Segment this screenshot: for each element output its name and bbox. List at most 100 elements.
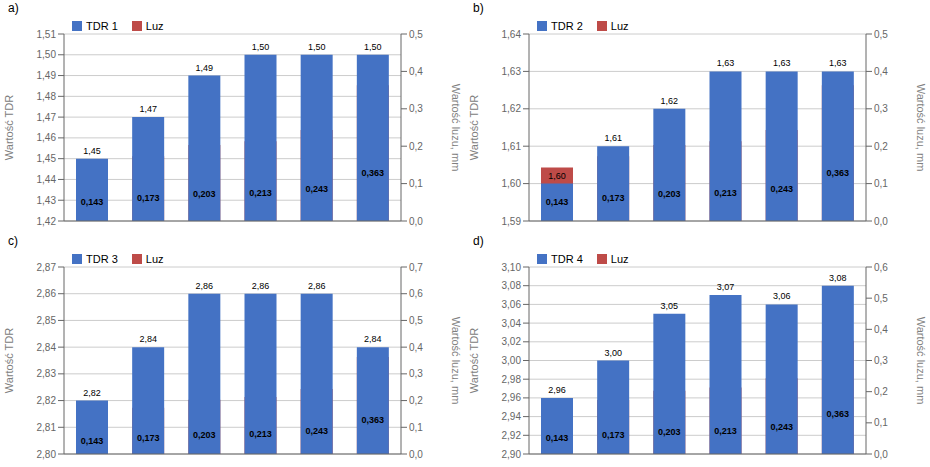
svg-text:2,86: 2,86 <box>37 288 57 299</box>
svg-text:0,213: 0,213 <box>249 188 272 198</box>
svg-text:2,98: 2,98 <box>502 374 522 385</box>
svg-text:0,0: 0,0 <box>409 216 423 227</box>
svg-text:0,6: 0,6 <box>409 288 423 299</box>
svg-text:0,7: 0,7 <box>409 262 423 273</box>
svg-text:2,86: 2,86 <box>308 281 326 291</box>
svg-text:0,1: 0,1 <box>409 178 423 189</box>
svg-text:0,203: 0,203 <box>658 189 681 199</box>
svg-text:2,92: 2,92 <box>502 430 522 441</box>
svg-text:3,05: 3,05 <box>661 301 679 311</box>
svg-text:1,43: 1,43 <box>37 195 57 206</box>
svg-text:3,08: 3,08 <box>829 273 847 283</box>
svg-text:0,143: 0,143 <box>81 436 104 446</box>
svg-text:0,4: 0,4 <box>409 342 423 353</box>
svg-text:0,2: 0,2 <box>409 141 423 152</box>
svg-text:0,243: 0,243 <box>770 184 793 194</box>
svg-text:1,63: 1,63 <box>829 58 847 68</box>
svg-text:2,94: 2,94 <box>502 411 522 422</box>
svg-text:3,02: 3,02 <box>502 336 522 347</box>
svg-text:1,50: 1,50 <box>252 42 270 52</box>
svg-text:0,4: 0,4 <box>409 66 423 77</box>
svg-text:1,47: 1,47 <box>139 104 157 114</box>
svg-text:Wartość TDR: Wartość TDR <box>468 328 480 393</box>
svg-text:1,60: 1,60 <box>548 171 566 181</box>
svg-text:2,80: 2,80 <box>37 449 57 460</box>
svg-text:1,46: 1,46 <box>37 132 57 143</box>
svg-text:0,213: 0,213 <box>714 426 737 436</box>
svg-text:2,84: 2,84 <box>37 342 57 353</box>
svg-text:2,84: 2,84 <box>364 334 382 344</box>
svg-text:Wartość luzu, mm: Wartość luzu, mm <box>915 84 922 172</box>
svg-text:0,203: 0,203 <box>193 189 216 199</box>
svg-text:Wartość TDR: Wartość TDR <box>8 95 15 160</box>
svg-text:0,4: 0,4 <box>874 324 888 335</box>
svg-text:0,5: 0,5 <box>409 29 423 40</box>
svg-text:0,3: 0,3 <box>874 355 888 366</box>
svg-text:0,1: 0,1 <box>874 178 888 189</box>
svg-text:2,86: 2,86 <box>196 281 214 291</box>
svg-text:1,44: 1,44 <box>37 174 57 185</box>
svg-text:0,0: 0,0 <box>874 449 888 460</box>
svg-text:3,00: 3,00 <box>604 348 622 358</box>
svg-text:0,2: 0,2 <box>874 386 888 397</box>
svg-text:0,213: 0,213 <box>714 188 737 198</box>
svg-text:1,49: 1,49 <box>196 63 214 73</box>
svg-text:0,0: 0,0 <box>409 449 423 460</box>
svg-text:1,50: 1,50 <box>37 49 57 60</box>
svg-text:0,143: 0,143 <box>546 433 569 443</box>
svg-text:2,83: 2,83 <box>37 368 57 379</box>
svg-text:1,50: 1,50 <box>364 42 382 52</box>
svg-text:3,06: 3,06 <box>773 291 791 301</box>
svg-text:1,42: 1,42 <box>37 216 57 227</box>
svg-text:0,3: 0,3 <box>874 103 888 114</box>
svg-text:1,50: 1,50 <box>308 42 326 52</box>
svg-text:1,64: 1,64 <box>502 29 522 40</box>
svg-text:1,49: 1,49 <box>37 70 57 81</box>
svg-text:1,63: 1,63 <box>773 58 791 68</box>
svg-text:2,96: 2,96 <box>502 392 522 403</box>
svg-text:2,86: 2,86 <box>252 281 270 291</box>
svg-text:3,08: 3,08 <box>502 280 522 291</box>
svg-text:0,243: 0,243 <box>770 422 793 432</box>
svg-text:0,143: 0,143 <box>546 197 569 207</box>
svg-text:0,5: 0,5 <box>409 315 423 326</box>
svg-text:Wartość luzu, mm: Wartość luzu, mm <box>450 317 462 405</box>
svg-text:1,60: 1,60 <box>502 178 522 189</box>
svg-text:Wartość TDR: Wartość TDR <box>8 328 15 393</box>
svg-text:3,04: 3,04 <box>502 318 522 329</box>
svg-text:2,90: 2,90 <box>502 449 522 460</box>
svg-text:3,00: 3,00 <box>502 355 522 366</box>
svg-text:Wartość TDR: Wartość TDR <box>468 95 480 160</box>
svg-text:0,213: 0,213 <box>249 429 272 439</box>
svg-text:0,5: 0,5 <box>874 29 888 40</box>
svg-text:0,5: 0,5 <box>874 293 888 304</box>
svg-text:3,10: 3,10 <box>502 262 522 273</box>
svg-text:0,243: 0,243 <box>305 184 328 194</box>
svg-text:1,61: 1,61 <box>502 141 522 152</box>
svg-text:1,62: 1,62 <box>502 103 522 114</box>
svg-text:1,47: 1,47 <box>37 112 57 123</box>
svg-text:0,363: 0,363 <box>827 168 850 178</box>
svg-text:0,363: 0,363 <box>362 168 385 178</box>
svg-text:0,203: 0,203 <box>193 430 216 440</box>
svg-text:0,1: 0,1 <box>409 422 423 433</box>
svg-text:Wartość luzu, mm: Wartość luzu, mm <box>915 317 922 405</box>
svg-text:0,173: 0,173 <box>602 430 625 440</box>
svg-text:0,173: 0,173 <box>602 193 625 203</box>
svg-text:0,243: 0,243 <box>305 426 328 436</box>
svg-text:2,87: 2,87 <box>37 262 57 273</box>
svg-text:1,51: 1,51 <box>37 29 57 40</box>
svg-text:Wartość luzu, mm: Wartość luzu, mm <box>450 84 462 172</box>
svg-text:2,84: 2,84 <box>139 334 157 344</box>
svg-text:2,85: 2,85 <box>37 315 57 326</box>
svg-text:3,07: 3,07 <box>717 282 735 292</box>
svg-text:0,363: 0,363 <box>362 415 385 425</box>
svg-text:2,81: 2,81 <box>37 422 57 433</box>
svg-text:1,63: 1,63 <box>717 58 735 68</box>
svg-text:0,3: 0,3 <box>409 103 423 114</box>
svg-text:2,96: 2,96 <box>548 385 566 395</box>
svg-text:0,2: 0,2 <box>409 395 423 406</box>
svg-text:0,363: 0,363 <box>827 409 850 419</box>
svg-text:0,143: 0,143 <box>81 197 104 207</box>
svg-text:1,45: 1,45 <box>37 153 57 164</box>
